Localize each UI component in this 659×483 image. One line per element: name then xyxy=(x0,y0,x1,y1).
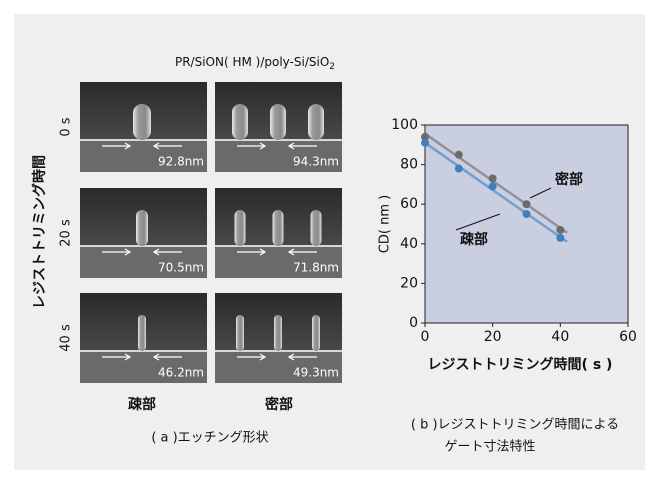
time-axis-label: レジストトリミング時間 xyxy=(31,155,48,309)
data-point xyxy=(455,165,463,173)
measurement: 94.3nm xyxy=(293,155,339,169)
pillar xyxy=(274,315,282,351)
y-tick-label: 20 xyxy=(400,275,418,291)
row-label: 20 s xyxy=(59,219,74,247)
data-point xyxy=(489,182,497,190)
caption-a: ( a )エッチング形状 xyxy=(151,431,268,446)
column-label: 密部 xyxy=(264,396,293,413)
y-axis-label: CD( nm ) xyxy=(378,195,393,253)
pillar xyxy=(138,315,146,351)
column-label: 疎部 xyxy=(128,396,156,413)
pillar xyxy=(270,104,286,140)
measurement: 71.8nm xyxy=(293,261,339,275)
pillar xyxy=(133,104,151,140)
figure: PR/SiON( HM )/poly-Si/SiO2 レジストトリミング時間 疎… xyxy=(0,0,659,483)
measurement: 70.5nm xyxy=(158,261,204,275)
caption-b: ( b )レジストトリミング時間による xyxy=(411,418,619,433)
pillar xyxy=(308,104,324,140)
row-label: 0 s xyxy=(59,117,74,136)
data-point xyxy=(523,210,531,218)
y-tick-label: 60 xyxy=(400,196,418,212)
pillar xyxy=(136,210,148,246)
caption-b: ゲート寸法特性 xyxy=(444,440,535,455)
measurement: 92.8nm xyxy=(158,155,204,169)
pillar xyxy=(311,210,322,246)
measurement: 46.2nm xyxy=(158,366,204,380)
data-point xyxy=(556,234,564,242)
x-tick-label: 0 xyxy=(421,329,430,345)
series-label: 密部 xyxy=(554,171,583,188)
x-tick-label: 60 xyxy=(619,329,637,345)
pillar xyxy=(232,104,248,140)
pillar xyxy=(273,210,284,246)
series-label: 疎部 xyxy=(460,231,488,248)
structure-text: PR/SiON( HM )/poly-Si/SiO xyxy=(175,55,329,69)
structure-subscript: 2 xyxy=(329,62,335,72)
data-point xyxy=(556,226,564,234)
x-tick-label: 20 xyxy=(484,329,502,345)
y-tick-label: 40 xyxy=(400,236,418,252)
y-tick-label: 0 xyxy=(409,315,418,331)
pillar xyxy=(235,210,246,246)
x-axis-label: レジストトリミング時間( s ) xyxy=(428,356,613,373)
data-point xyxy=(455,151,463,159)
data-point xyxy=(421,139,429,147)
measurement: 49.3nm xyxy=(293,366,339,380)
x-tick-label: 40 xyxy=(551,329,569,345)
data-point xyxy=(523,200,531,208)
y-tick-label: 100 xyxy=(391,117,418,133)
row-label: 40 s xyxy=(59,324,74,352)
data-point xyxy=(489,174,497,182)
y-tick-label: 80 xyxy=(400,157,418,173)
pillar xyxy=(312,315,320,351)
pillar xyxy=(236,315,244,351)
